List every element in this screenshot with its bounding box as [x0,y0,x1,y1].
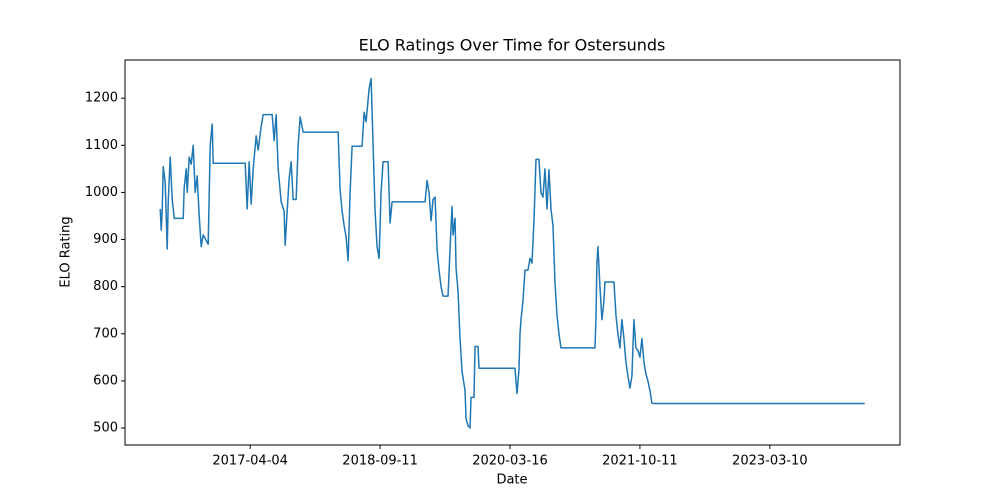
y-tick-label: 1100 [85,138,118,153]
axes-frame [124,59,901,446]
x-tick-label: 2018-09-11 [342,454,418,469]
y-axis-label: ELO Rating [59,216,74,287]
y-tick-label: 700 [93,326,118,341]
x-tick-label: 2021-10-11 [602,454,678,469]
x-tick-label: 2023-03-10 [732,454,808,469]
x-tick-label: 2020-03-16 [472,454,548,469]
chart-title: ELO Ratings Over Time for Ostersunds [359,36,666,55]
x-tick-label: 2017-04-04 [212,454,288,469]
y-tick-label: 500 [93,421,118,436]
y-tick-label: 1200 [85,91,118,106]
y-tick-label: 600 [93,373,118,388]
x-axis-label: Date [496,473,527,488]
y-tick-label: 800 [93,279,118,294]
y-tick-label: 1000 [85,185,118,200]
rating-line [159,77,865,429]
y-tick-label: 900 [93,232,118,247]
